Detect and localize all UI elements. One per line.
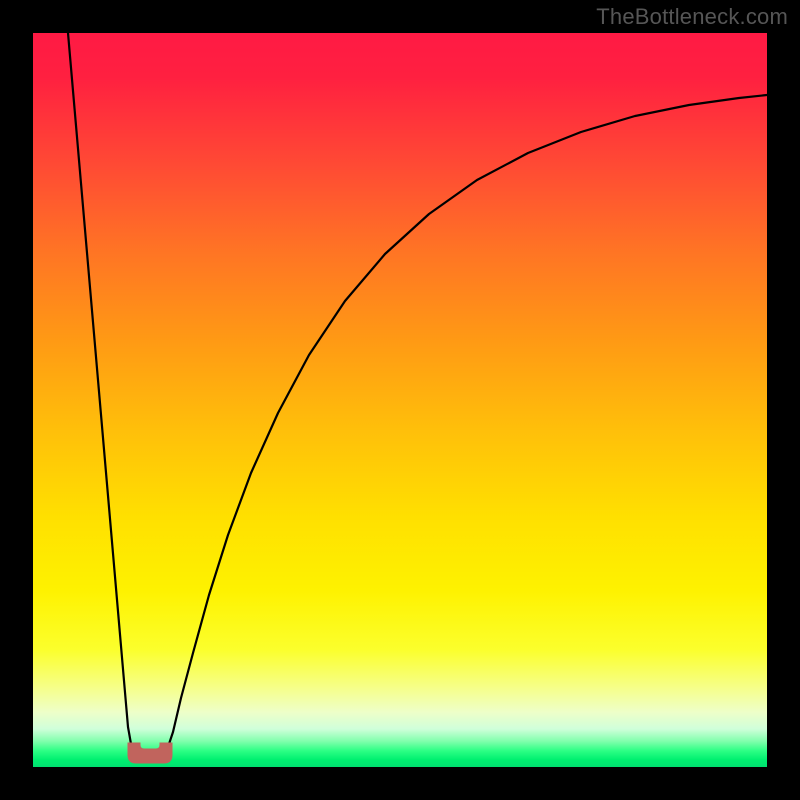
gradient-background bbox=[33, 33, 767, 767]
watermark-text: TheBottleneck.com bbox=[596, 4, 788, 30]
chart-container: TheBottleneck.com bbox=[0, 0, 800, 800]
plot-svg bbox=[33, 33, 767, 767]
plot-area bbox=[33, 33, 767, 767]
